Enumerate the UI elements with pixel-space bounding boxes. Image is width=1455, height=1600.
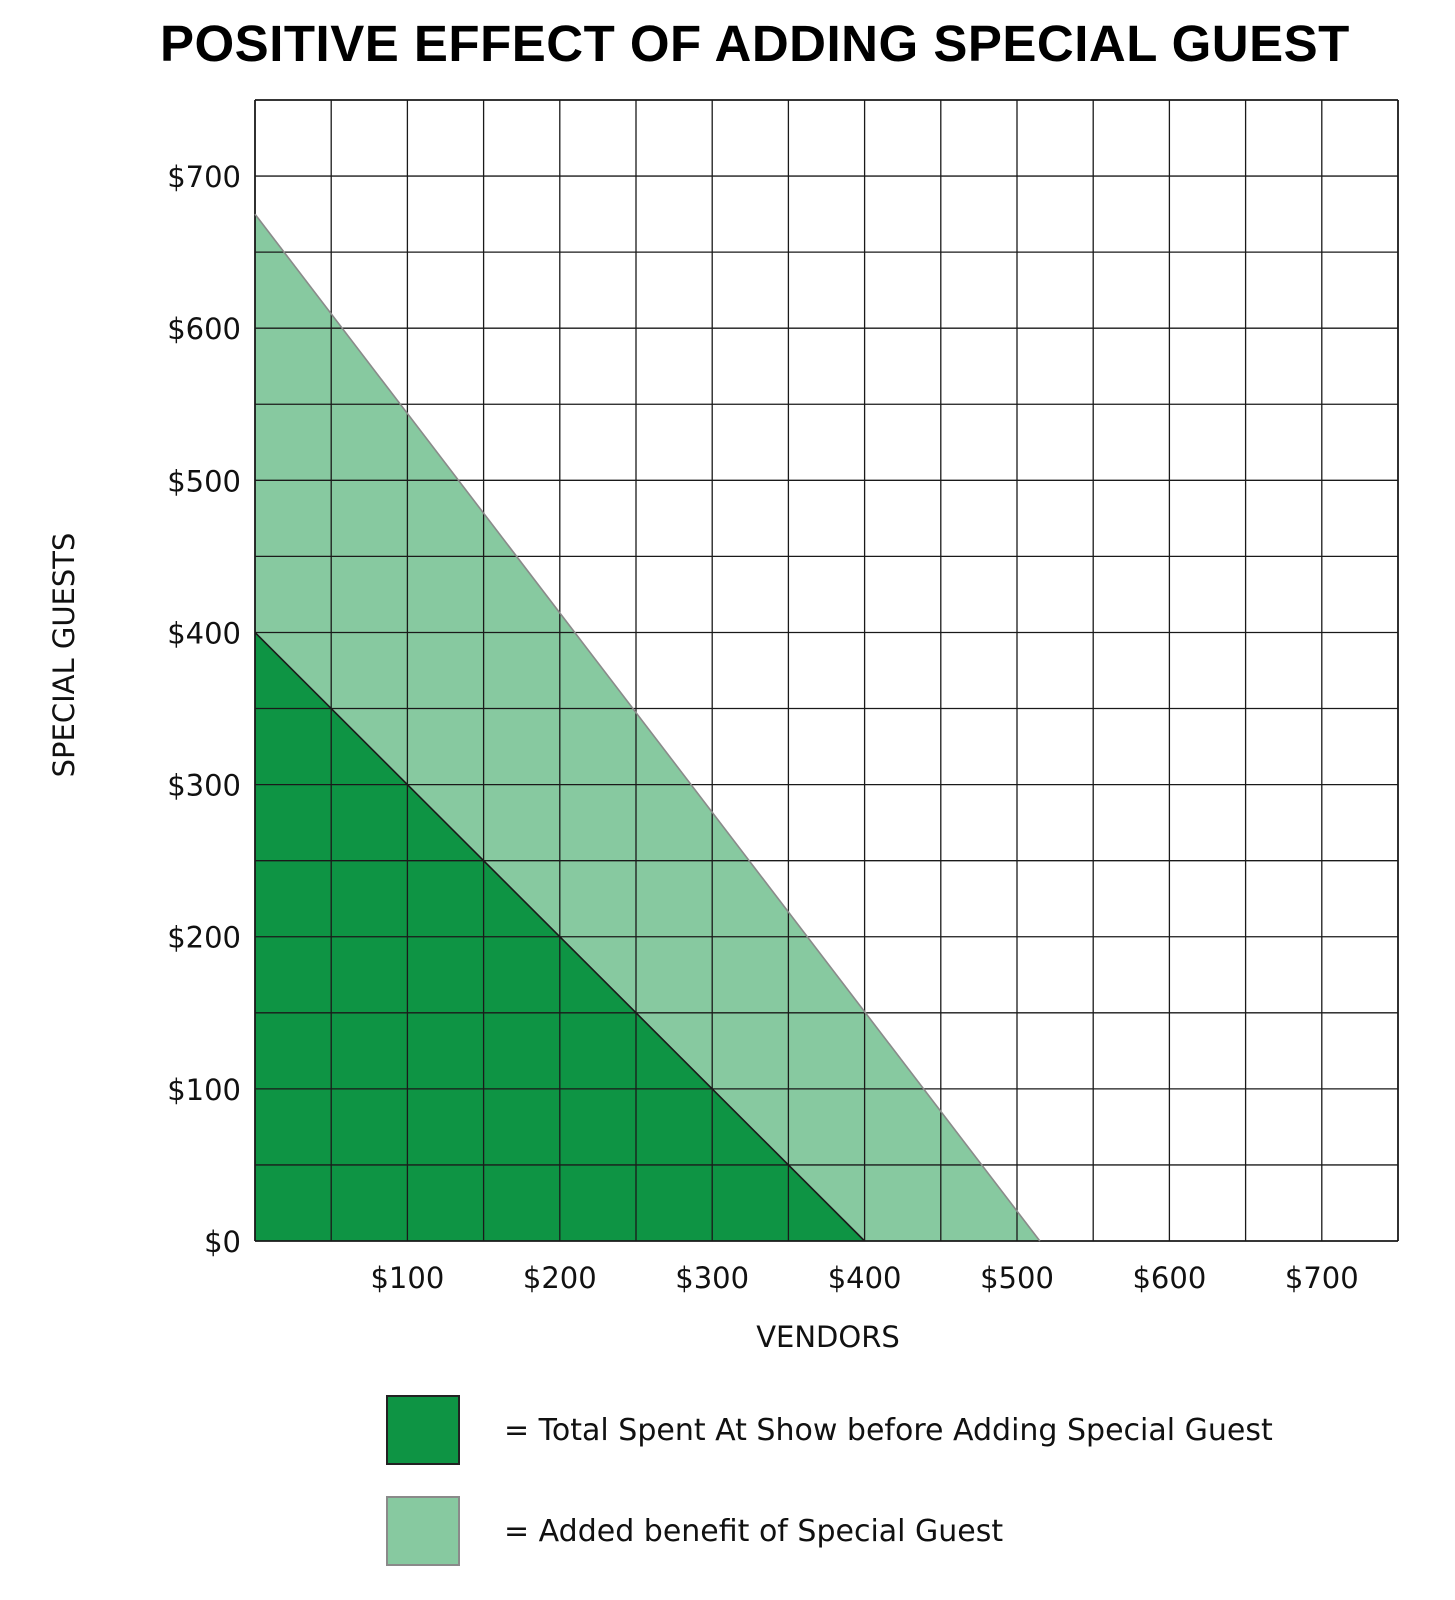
y-tick-label: $100 <box>167 1073 241 1107</box>
x-tick-label: $600 <box>1132 1261 1206 1295</box>
legend-label-total-spent: = Total Spent At Show before Adding Spec… <box>504 1412 1273 1448</box>
y-tick-label: $200 <box>167 921 241 955</box>
chart-title: POSITIVE EFFECT OF ADDING SPECIAL GUEST <box>160 15 1350 72</box>
x-tick-label: $400 <box>828 1261 902 1295</box>
x-tick-label: $500 <box>980 1261 1054 1295</box>
y-tick-label: $500 <box>167 464 241 498</box>
x-tick-label: $100 <box>370 1261 444 1295</box>
x-tick-label: $200 <box>523 1261 597 1295</box>
legend-swatch-added-benefit <box>386 1496 460 1566</box>
x-tick-label: $300 <box>675 1261 749 1295</box>
y-tick-label: $700 <box>167 160 241 194</box>
y-tick-label: $600 <box>167 312 241 346</box>
legend-swatch-total-spent <box>386 1395 460 1465</box>
grid-layer <box>254 99 1399 1242</box>
y-tick-label: $400 <box>167 616 241 650</box>
legend-item-total-spent: = Total Spent At Show before Adding Spec… <box>386 1394 1273 1466</box>
series-edge-1 <box>254 631 866 1242</box>
legend-label-added-benefit: = Added benefit of Special Guest <box>504 1513 1004 1549</box>
x-tick-labels: $100 $200 $300 $400 $500 $600 $700 <box>370 1261 1358 1295</box>
x-tick-label: $700 <box>1285 1261 1359 1295</box>
y-tick-label: $300 <box>167 769 241 803</box>
series-edge-layer <box>254 213 1041 1242</box>
y-tick-label: $0 <box>204 1225 241 1259</box>
y-axis-title: SPECIAL GUESTS <box>47 533 81 778</box>
legend-item-added-benefit: = Added benefit of Special Guest <box>386 1495 1003 1567</box>
series-edge-0 <box>254 213 1041 1242</box>
y-tick-labels: $0 $100 $200 $300 $400 $500 $600 $700 <box>167 160 241 1259</box>
x-axis-title: VENDORS <box>756 1320 900 1354</box>
